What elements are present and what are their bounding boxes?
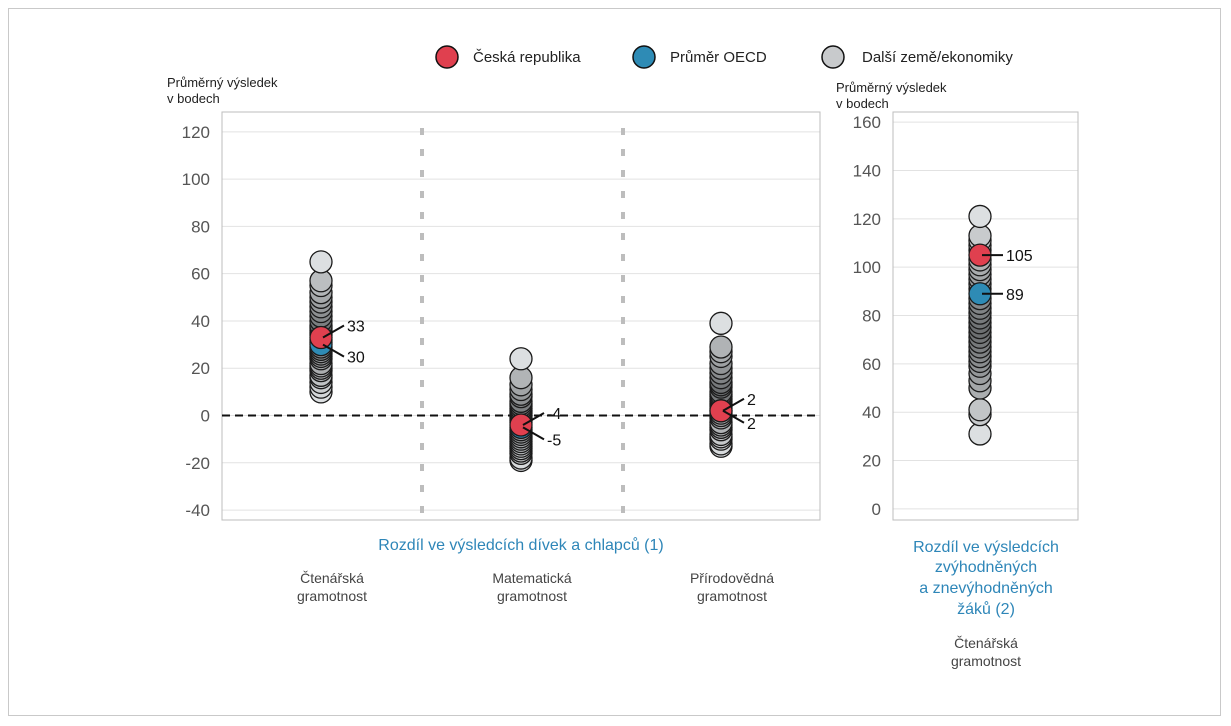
legend-other-marker xyxy=(821,45,845,69)
right-section-label-line4: žáků (2) xyxy=(957,600,1015,618)
category-label: gramotnost xyxy=(497,588,567,604)
callout-oecd-value: -5 xyxy=(547,432,561,449)
right-plot-border xyxy=(892,111,1079,521)
callout-czech-value: 2 xyxy=(747,392,756,409)
right-section-label-line1: Rozdíl ve výsledcích xyxy=(913,539,1059,556)
legend-oecd-label: Průměr OECD xyxy=(670,49,767,66)
y-tick-label: 120 xyxy=(853,210,881,229)
category-label: Čtenářská xyxy=(300,570,364,586)
legend-czech-label: Česká republika xyxy=(473,49,581,66)
callout-line-czech xyxy=(322,324,345,339)
right-ylabel-line2: v bodech xyxy=(836,96,889,111)
y-tick-label: 60 xyxy=(191,265,210,284)
left-plot-border xyxy=(221,111,821,521)
y-tick-label: 80 xyxy=(191,217,210,236)
category-label: Matematická xyxy=(492,570,572,586)
callout-czech-value: 33 xyxy=(347,319,365,336)
y-tick-label: 40 xyxy=(862,403,881,422)
y-tick-label: 100 xyxy=(853,258,881,277)
left-ylabel-line2: v bodech xyxy=(167,91,220,106)
legend: Česká republika Průměr OECD Další země/e… xyxy=(435,45,1013,69)
right-panel: Průměrný výsledek v bodech 0 20 40 60 80 100 1… xyxy=(836,80,1079,669)
callout-line-czech xyxy=(722,397,745,412)
y-tick-label: 20 xyxy=(862,452,881,471)
left-ylabel-line1: Průměrný výsledek xyxy=(167,75,278,90)
y-tick-label: 120 xyxy=(182,123,210,142)
category-label: gramotnost xyxy=(697,588,767,604)
callout-line-czech xyxy=(522,412,545,426)
callout-oecd-value: 89 xyxy=(1006,287,1024,304)
category-label: gramotnost xyxy=(297,588,367,604)
point-other-country xyxy=(709,335,733,359)
y-tick-label: 40 xyxy=(191,312,210,331)
y-tick-label: 0 xyxy=(872,500,881,519)
y-tick-label: -20 xyxy=(185,454,210,473)
legend-czech-marker xyxy=(435,45,459,69)
y-tick-label: 20 xyxy=(191,359,210,378)
right-ylabel-line1: Průměrný výsledek xyxy=(836,80,947,95)
point-other-country xyxy=(968,398,992,422)
y-tick-label: 140 xyxy=(853,161,881,180)
callout-oecd-value: 30 xyxy=(347,350,365,367)
y-tick-label: 100 xyxy=(182,170,210,189)
y-tick-label: 0 xyxy=(201,407,210,426)
y-tick-label: -40 xyxy=(185,501,210,520)
callout-line-oecd xyxy=(522,426,545,441)
category-label: Čtenářská xyxy=(954,635,1018,651)
right-section-label-line2: zvýhodněných xyxy=(935,559,1037,576)
left-panel: Průměrný výsledek v bodech -40 -20 0 20 40 60… xyxy=(167,75,821,604)
callout-line-oecd xyxy=(722,409,745,424)
point-other-country xyxy=(509,347,533,371)
point-other-country xyxy=(709,311,733,335)
callout-czech-value: -4 xyxy=(547,406,561,423)
y-tick-label: 80 xyxy=(862,307,881,326)
callout-oecd-value: 2 xyxy=(747,416,756,433)
category-label: Přírodovědná xyxy=(690,570,774,586)
legend-oecd-marker xyxy=(632,45,656,69)
callout-czech-value: 105 xyxy=(1006,248,1033,265)
right-section-label-line3: a znevýhodněných xyxy=(919,580,1052,597)
left-section-label: Rozdíl ve výsledcích dívek a chlapců (1) xyxy=(378,536,663,554)
category-label: gramotnost xyxy=(951,653,1021,669)
y-tick-label: 160 xyxy=(853,113,881,132)
figure-frame xyxy=(8,8,1221,716)
point-czech-republic xyxy=(509,413,533,437)
point-czech-republic xyxy=(709,399,733,423)
legend-other-label: Další země/ekonomiky xyxy=(862,49,1013,66)
callout-line-oecd xyxy=(322,343,345,358)
y-tick-label: 60 xyxy=(862,355,881,374)
point-other-country xyxy=(968,204,992,229)
point-other-country xyxy=(309,250,333,274)
point-czech-republic xyxy=(309,325,333,350)
